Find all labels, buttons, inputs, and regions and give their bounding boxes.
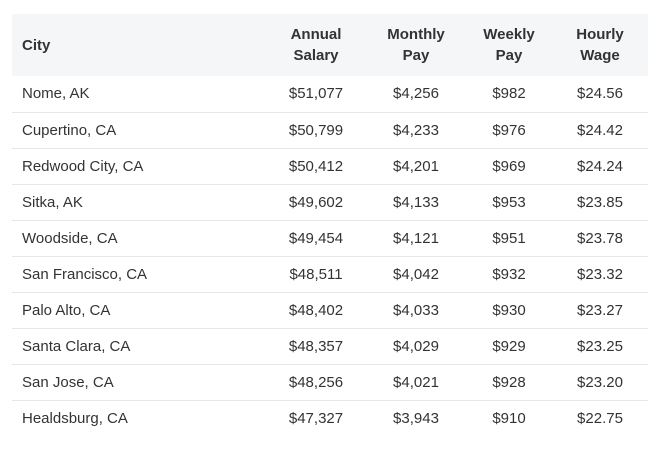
column-header-monthly-pay: Monthly Pay (366, 14, 466, 76)
table-row: Woodside, CA $49,454 $4,121 $951 $23.78 (12, 220, 648, 256)
cell-monthly-pay: $4,029 (393, 337, 439, 355)
cell-weekly-pay: $930 (492, 301, 526, 319)
header-label: Annual (290, 26, 342, 43)
header-label: Wage (580, 47, 620, 64)
column-header-city: City (12, 14, 266, 76)
table-row: San Jose, CA $48,256 $4,021 $928 $23.20 (12, 364, 648, 400)
cell-city: Redwood City, CA (22, 157, 144, 175)
cell-monthly-pay: $4,033 (393, 301, 439, 319)
cell-city: San Jose, CA (22, 373, 114, 391)
salary-table: City Annual Salary Monthly Pay Weekly Pay Hourl… (12, 14, 648, 436)
cell-hourly-wage: $23.32 (577, 265, 623, 283)
cell-annual-salary: $48,402 (288, 301, 344, 319)
header-row: City Annual Salary Monthly Pay Weekly Pay Hourl… (12, 14, 648, 76)
header-label: Weekly (483, 26, 535, 43)
table-row: Healdsburg, CA $47,327 $3,943 $910 $22.75 (12, 400, 648, 436)
cell-monthly-pay: $4,201 (393, 157, 439, 175)
cell-weekly-pay: $951 (492, 229, 526, 247)
cell-weekly-pay: $929 (492, 337, 526, 355)
cell-monthly-pay: $4,133 (393, 193, 439, 211)
table-header: City Annual Salary Monthly Pay Weekly Pay Hourl… (12, 14, 648, 76)
column-header-weekly-pay: Weekly Pay (466, 14, 552, 76)
cell-city: Cupertino, CA (22, 121, 117, 139)
cell-weekly-pay: $932 (492, 265, 526, 283)
header-label: Hourly (576, 26, 624, 43)
cell-city: Woodside, CA (22, 229, 118, 247)
table-row: Santa Clara, CA $48,357 $4,029 $929 $23.25 (12, 328, 648, 364)
header-label: Pay (495, 47, 523, 64)
column-header-annual-salary: Annual Salary (266, 14, 366, 76)
cell-weekly-pay: $953 (492, 193, 526, 211)
cell-city: Palo Alto, CA (22, 301, 111, 319)
cell-hourly-wage: $24.24 (577, 157, 623, 175)
cell-hourly-wage: $24.42 (577, 121, 623, 139)
cell-annual-salary: $50,412 (288, 157, 344, 175)
cell-monthly-pay: $3,943 (393, 409, 439, 427)
table-row: Sitka, AK $49,602 $4,133 $953 $23.85 (12, 184, 648, 220)
table-row: San Francisco, CA $48,511 $4,042 $932 $23.32 (12, 256, 648, 292)
cell-city: Nome, AK (22, 85, 90, 103)
cell-weekly-pay: $969 (492, 157, 526, 175)
cell-city: Healdsburg, CA (22, 409, 128, 427)
cell-city: San Francisco, CA (22, 265, 148, 283)
header-label: Salary (293, 47, 339, 64)
cell-annual-salary: $48,511 (289, 265, 343, 283)
cell-annual-salary: $48,256 (288, 373, 344, 391)
cell-hourly-wage: $23.20 (577, 373, 623, 391)
cell-hourly-wage: $23.27 (577, 301, 623, 319)
cell-weekly-pay: $928 (492, 373, 526, 391)
table-row: Redwood City, CA $50,412 $4,201 $969 $24.24 (12, 148, 648, 184)
cell-monthly-pay: $4,042 (393, 265, 439, 283)
table-row: Palo Alto, CA $48,402 $4,033 $930 $23.27 (12, 292, 648, 328)
table-row: Nome, AK $51,077 $4,256 $982 $24.56 (12, 76, 648, 112)
table-row: Cupertino, CA $50,799 $4,233 $976 $24.42 (12, 112, 648, 148)
header-label: Pay (402, 47, 430, 64)
cell-monthly-pay: $4,121 (393, 229, 439, 247)
cell-annual-salary: $51,077 (288, 85, 344, 103)
cell-weekly-pay: $976 (492, 121, 526, 139)
cell-weekly-pay: $982 (492, 85, 526, 103)
cell-annual-salary: $49,454 (288, 229, 344, 247)
cell-hourly-wage: $23.25 (577, 337, 623, 355)
column-header-hourly-wage: Hourly Wage (552, 14, 648, 76)
cell-hourly-wage: $22.75 (577, 409, 623, 427)
cell-annual-salary: $48,357 (288, 337, 344, 355)
cell-city: Sitka, AK (22, 193, 83, 211)
cell-hourly-wage: $23.85 (577, 193, 623, 211)
cell-hourly-wage: $24.56 (577, 85, 623, 103)
cell-hourly-wage: $23.78 (577, 229, 623, 247)
cell-annual-salary: $50,799 (288, 121, 344, 139)
table-body: Nome, AK $51,077 $4,256 $982 $24.56 Cupertino… (12, 76, 648, 436)
cell-annual-salary: $47,327 (288, 409, 344, 427)
cell-monthly-pay: $4,256 (393, 85, 439, 103)
cell-annual-salary: $49,602 (288, 193, 344, 211)
cell-city: Santa Clara, CA (22, 337, 131, 355)
header-label: City (22, 36, 51, 54)
header-label: Monthly (387, 26, 445, 43)
cell-monthly-pay: $4,021 (393, 373, 439, 391)
cell-weekly-pay: $910 (492, 409, 526, 427)
cell-monthly-pay: $4,233 (393, 121, 439, 139)
